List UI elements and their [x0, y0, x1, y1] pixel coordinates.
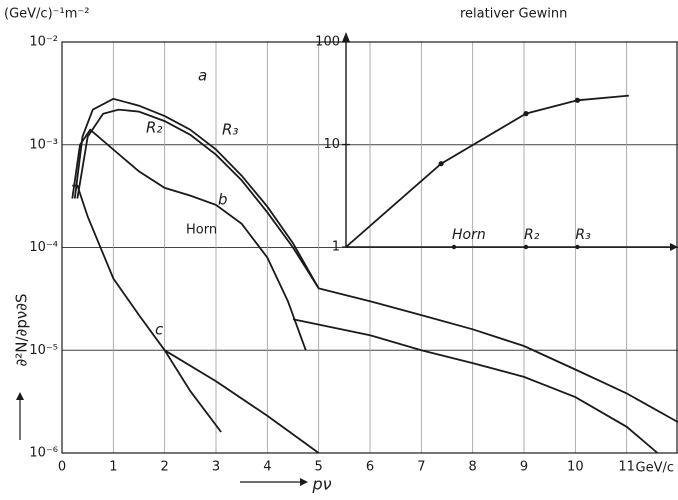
inset-point: [574, 97, 581, 103]
x-tick-label: 8: [469, 460, 477, 475]
curve: [71, 128, 307, 351]
curve-label: Horn: [186, 223, 217, 238]
y-axis-label: ∂²N/∂pν∂S: [13, 294, 31, 367]
curve: [73, 97, 678, 423]
curve-label: a: [198, 67, 207, 85]
inset-y-arrow: [342, 32, 350, 42]
x-tick-label: 6: [366, 460, 374, 475]
y-tick-label: 10⁻⁶: [29, 446, 58, 461]
x-tick-label: 2: [161, 460, 169, 475]
curve-label: R₂: [146, 119, 162, 137]
x-tick-label: 5: [315, 460, 323, 475]
x-arrow-head: [300, 478, 308, 486]
curve: [164, 349, 320, 454]
curve: [76, 108, 320, 289]
inset-x-arrow: [670, 243, 678, 251]
inset-y-tick-label: 10: [323, 137, 340, 152]
y-unit: (GeV/c)⁻¹m⁻²: [4, 7, 89, 22]
inset-x-tick-label: R₃: [575, 227, 591, 243]
x-tick-label: 9: [520, 460, 528, 475]
y-tick-label: 10⁻³: [29, 137, 58, 152]
curve: [72, 184, 222, 433]
inset-y-tick-label: 100: [315, 35, 340, 50]
x-tick-label: 7: [417, 460, 425, 475]
inset-x-tick: [451, 244, 457, 250]
x-tick-label: 0: [58, 460, 66, 475]
x-axis-label: pν: [311, 475, 331, 494]
x-tick-label: 3: [212, 460, 220, 475]
inset-point: [523, 111, 529, 117]
x-unit: GeV/c: [636, 461, 675, 476]
inset-title: relativer Gewinn: [460, 7, 567, 22]
inset-point: [438, 161, 444, 167]
inset-x-tick-label: R₂: [524, 227, 540, 243]
curve-label: R₃: [222, 121, 238, 139]
y-tick-label: 10⁻⁵: [29, 343, 58, 358]
x-tick-label: 1: [109, 460, 117, 475]
x-tick-label: 4: [263, 460, 271, 475]
y-arrow-head: [16, 392, 24, 400]
inset-x-tick-label: Horn: [452, 227, 486, 243]
curve-label: c: [155, 321, 164, 339]
curve-label: b: [218, 191, 228, 209]
inset-x-tick: [523, 244, 529, 250]
inset-y-tick-label: 1: [332, 240, 340, 255]
y-tick-label: 10⁻⁴: [29, 240, 58, 255]
curve: [292, 318, 659, 454]
x-tick-label: 10: [567, 460, 584, 475]
y-tick-label: 10⁻²: [29, 35, 58, 50]
x-tick-label: 11: [618, 460, 635, 475]
inset-x-tick: [575, 244, 580, 250]
